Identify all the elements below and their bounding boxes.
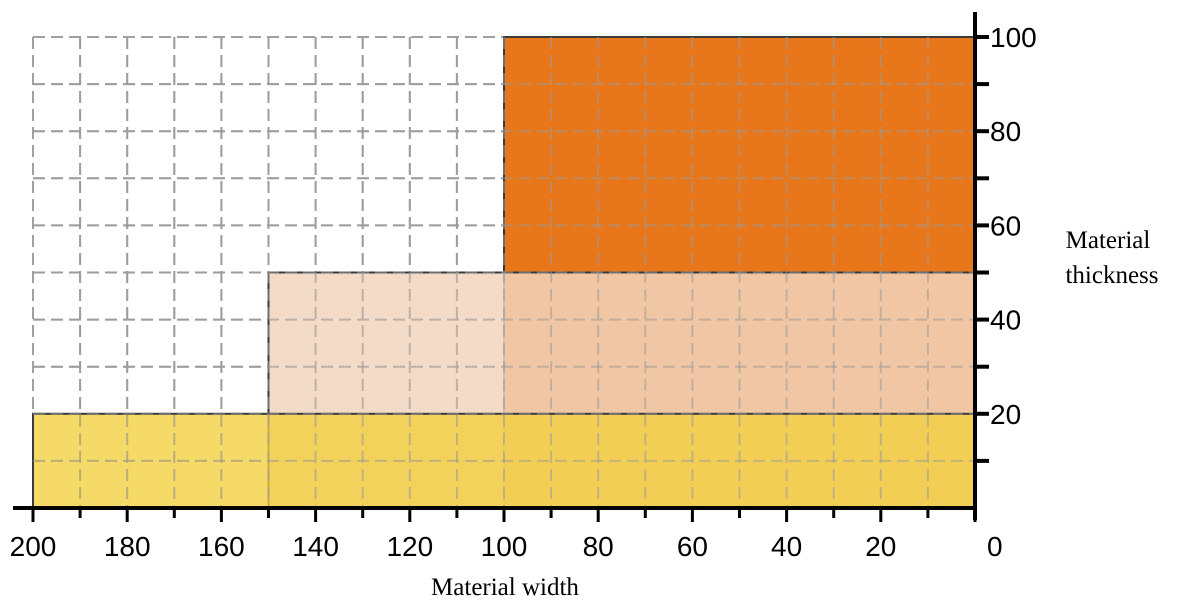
y-axis-title-line-2: thickness <box>1065 262 1158 289</box>
x-tick-label: 20 <box>865 531 896 562</box>
x-tick-label: 160 <box>198 531 245 562</box>
axes <box>13 12 989 522</box>
x-tick-label: 140 <box>292 531 339 562</box>
x-tick-label: 40 <box>771 531 802 562</box>
x-tick-label: 0 <box>987 531 1003 562</box>
y-tick-label: 20 <box>990 399 1021 430</box>
y-tick-label: 100 <box>990 22 1037 53</box>
overlay-grid <box>33 37 975 508</box>
y-tick-label: 60 <box>990 210 1021 241</box>
x-tick-label: 100 <box>481 531 528 562</box>
y-tick-label: 40 <box>990 305 1021 336</box>
y-axis-title-line-1: Material <box>1066 227 1151 254</box>
x-tick-label: 80 <box>583 531 614 562</box>
y-tick-label: 80 <box>990 116 1021 147</box>
x-tick-label: 120 <box>386 531 433 562</box>
x-tick-label: 200 <box>10 531 57 562</box>
x-tick-label: 60 <box>677 531 708 562</box>
x-tick-label: 180 <box>104 531 151 562</box>
x-axis-title: Material width <box>431 574 579 601</box>
